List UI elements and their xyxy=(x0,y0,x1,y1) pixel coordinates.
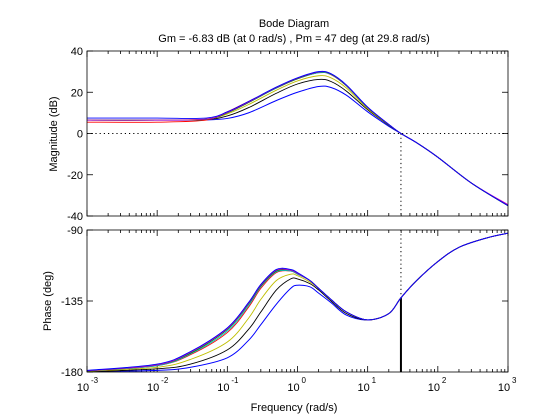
magnitude-axes-frame xyxy=(86,50,509,217)
phase-series-group xyxy=(87,232,508,372)
y-tick-label: -40 xyxy=(67,211,83,223)
phase-series-line xyxy=(87,232,508,371)
magnitude-series-group xyxy=(87,70,508,207)
y-tick-label: -180 xyxy=(61,367,83,379)
magnitude-panel: 40 20 0 -20 -40 xyxy=(67,46,509,223)
phase-axes-frame xyxy=(86,229,509,373)
magnitude-series-line xyxy=(87,70,508,207)
x-tick-label: 10 xyxy=(217,382,229,394)
y-tick-label: -20 xyxy=(67,170,83,182)
x-tick-exponent: 2 xyxy=(442,376,447,385)
x-tick-label: 10 xyxy=(428,382,440,394)
y-tick-label: 20 xyxy=(71,87,83,99)
phase-series-line xyxy=(87,232,508,372)
x-tick-exponent: -2 xyxy=(161,376,169,385)
y-tick-label: 0 xyxy=(77,129,83,141)
chart-title: Bode Diagram xyxy=(259,18,329,30)
phase-axis-label: Phase (deg) xyxy=(42,271,54,331)
phase-series-line xyxy=(87,232,508,372)
x-tick-label: 10 xyxy=(287,382,299,394)
x-tick-exponent: 0 xyxy=(302,376,307,385)
phase-series-line xyxy=(87,232,508,372)
phase-series-line xyxy=(87,232,508,372)
magnitude-series-line xyxy=(87,71,508,206)
x-tick-label: 10 xyxy=(358,382,370,394)
magnitude-series-line xyxy=(87,85,508,207)
magnitude-series-line xyxy=(87,75,508,207)
phase-series-line xyxy=(87,232,508,372)
x-tick-label: 10 xyxy=(147,382,159,394)
x-tick-exponent: 1 xyxy=(372,376,377,385)
plot-panels: 40200-20-40-90-135-18010-310-210-1100101… xyxy=(61,46,517,394)
y-tick-label: 40 xyxy=(71,46,83,58)
phase-series-line xyxy=(87,232,508,372)
x-axis-label: Frequency (rad/s) xyxy=(251,402,338,414)
magnitude-series-line xyxy=(87,78,508,207)
y-tick-label: -90 xyxy=(67,225,83,237)
phase-panel: -90 -135 -180 xyxy=(61,225,509,379)
magnitude-axis-label: Magnitude (dB) xyxy=(48,96,60,171)
x-tick-exponent: -3 xyxy=(91,376,99,385)
x-tick-label: 10 xyxy=(498,382,510,394)
phase-series-line xyxy=(87,232,508,372)
x-tick-label: 10 xyxy=(77,382,89,394)
x-tick-exponent: 3 xyxy=(512,376,517,385)
y-tick-label: -135 xyxy=(61,296,83,308)
chart-subtitle: Gm = -6.83 dB (at 0 rad/s) , Pm = 47 deg… xyxy=(158,33,429,45)
x-tick-exponent: -1 xyxy=(231,376,239,385)
